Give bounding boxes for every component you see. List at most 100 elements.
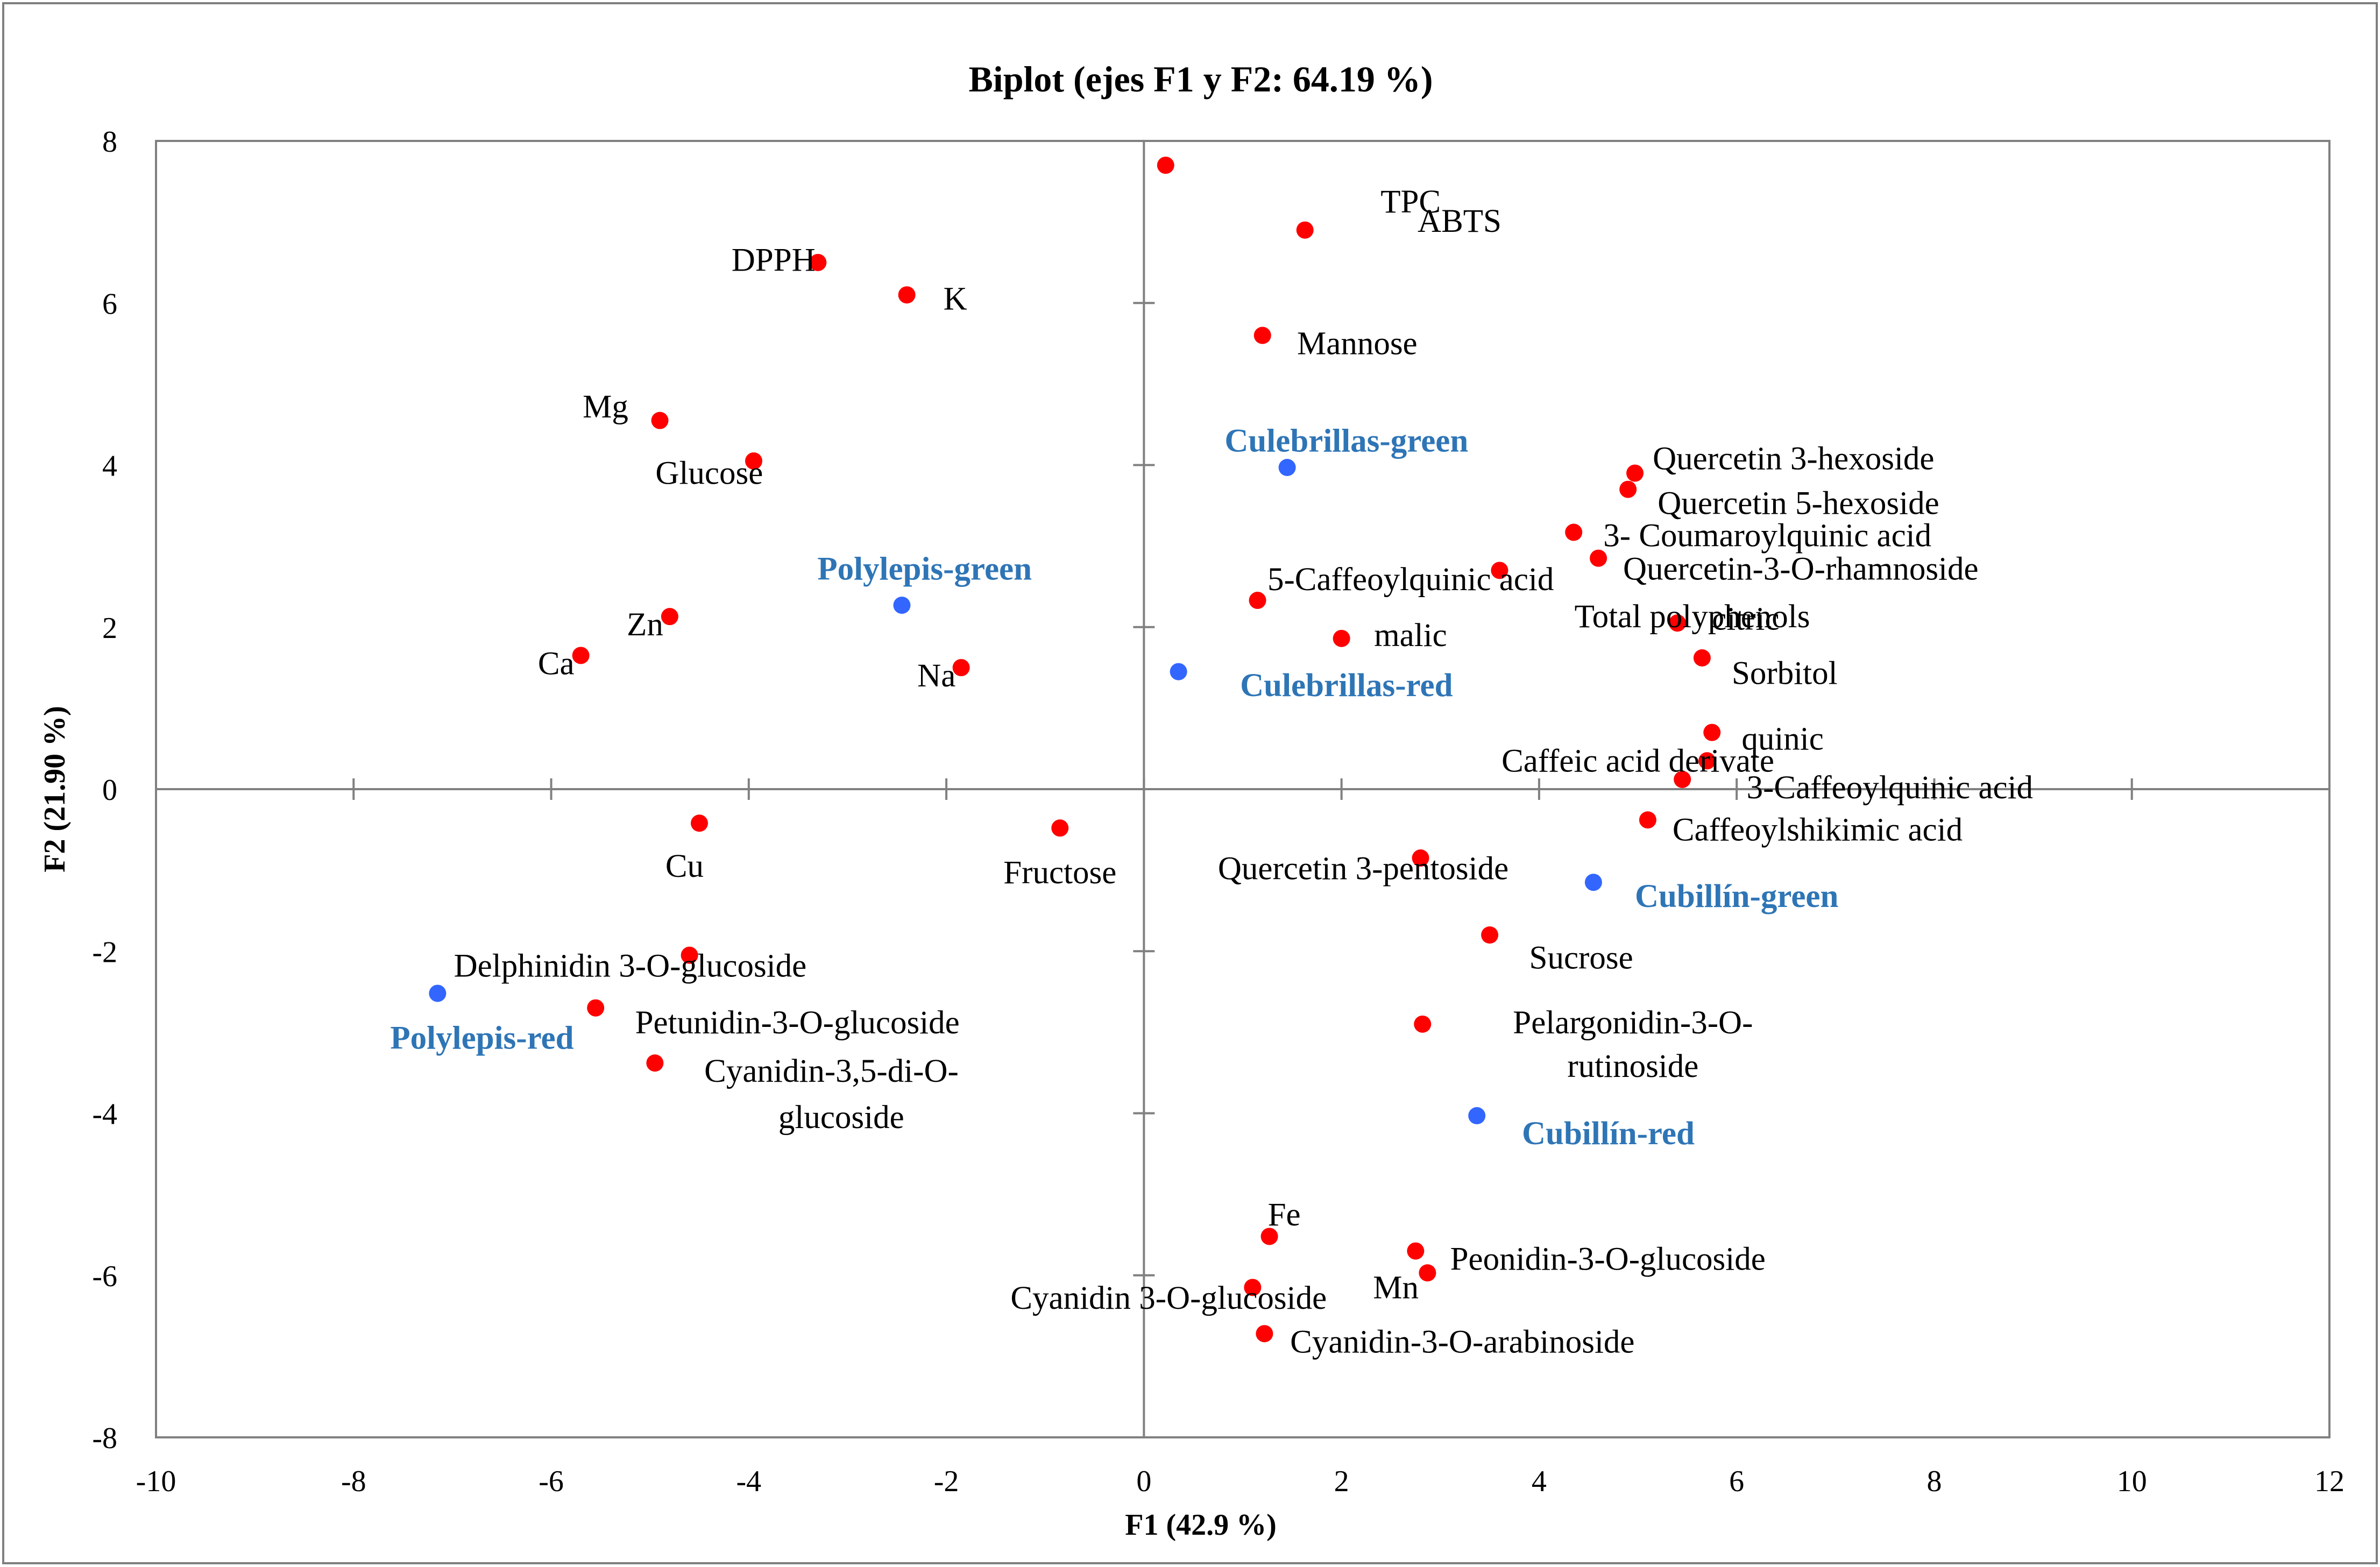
variable-point-delphinidin-3-o-glucoside: [681, 946, 698, 964]
x-axis-title: F1 (42.9 %): [1125, 1508, 1277, 1542]
point-label-cyanidin-3-o-glucoside: Cyanidin 3-O-glucoside: [1010, 1280, 1327, 1316]
point-label-cubillin-red: Cubillín-red: [1522, 1116, 1695, 1152]
point-label-quercetin-3-hexoside: Quercetin 3-hexoside: [1653, 441, 1934, 477]
variable-point-3-coumaroylquinic-acid: [1565, 523, 1583, 541]
y-tick-label: -6: [92, 1260, 117, 1293]
y-tick-label: 6: [102, 287, 117, 321]
point-label-5-caffeoylquinic-acid: 5-Caffeoylquinic acid: [1267, 562, 1554, 598]
point-label-pelargonidin-3-o-rutinoside-line-2: rutinoside: [1567, 1048, 1698, 1084]
point-label-citric: citric: [1712, 601, 1779, 637]
variable-point-quinic: [1703, 724, 1721, 741]
x-tick-label: 12: [2314, 1465, 2344, 1498]
point-label-cyanidin-3-5-di-o-glucoside-line-2: glucoside: [778, 1100, 904, 1136]
point-label-polylepis-red: Polylepis-red: [390, 1020, 573, 1056]
variable-point-malic: [1333, 629, 1350, 647]
observation-point-cubillin-green: [1584, 874, 1602, 891]
tick-labels: -10 -8 -6 -4 -2 0 2 4 6 8 10 12 -8 -6 -4 -2 0 2 4 6 8: [92, 125, 2344, 1498]
point-label-mannose: Mannose: [1297, 326, 1418, 362]
point-label-pelargonidin-3-o-rutinoside-line-1: Pelargonidin-3-O-: [1513, 1005, 1753, 1041]
x-tick-label: 0: [1136, 1465, 1151, 1498]
variable-point-mn: [1419, 1264, 1436, 1282]
x-tick-label: 2: [1334, 1465, 1349, 1498]
axes-layer: [155, 140, 2331, 1438]
variable-point-caffeic-acid-derivate: [1698, 752, 1716, 770]
variable-point-peonidin-3-o-glucoside: [1407, 1242, 1425, 1260]
point-label-culebrillas-green: Culebrillas-green: [1224, 423, 1468, 459]
chart-title: Biplot (ejes F1 y F2: 64.19 %): [968, 59, 1433, 100]
point-label-mg: Mg: [583, 389, 628, 425]
y-tick-label: -2: [92, 935, 117, 969]
variable-point-total-polyphenols: [1491, 562, 1508, 579]
x-tick-label: -4: [736, 1465, 761, 1498]
point-label-polylepis-green: Polylepis-green: [817, 551, 1032, 587]
observation-point-cubillin-red: [1468, 1107, 1486, 1125]
observation-point-culebrillas-red: [1170, 663, 1187, 680]
point-label-malic: malic: [1374, 618, 1447, 654]
point-label-na: Na: [917, 658, 955, 694]
x-tick-label: -6: [539, 1465, 564, 1498]
point-label-3-coumaroylquinic-acid: 3- Coumaroylquinic acid: [1603, 518, 1931, 554]
variable-point-quercetin-3-pentoside: [1412, 849, 1429, 867]
variable-point-ca: [572, 647, 590, 664]
variable-point-cu: [691, 814, 708, 832]
point-label-zn: Zn: [627, 607, 663, 643]
observation-point-polylepis-red: [429, 984, 447, 1002]
point-label-caffeoylshikimic-acid: Caffeoylshikimic acid: [1673, 812, 1963, 848]
variable-point-tpc: [1157, 157, 1174, 174]
point-label-abts: ABTS: [1418, 203, 1501, 239]
variable-point-sorbitol: [1693, 649, 1711, 666]
y-tick-label: -8: [92, 1422, 117, 1455]
y-tick-label: 2: [102, 612, 117, 645]
variable-point-mannose: [1253, 327, 1271, 344]
variable-point-5-caffeoylquinic-acid: [1249, 592, 1266, 609]
variable-point-citric: [1669, 614, 1686, 632]
point-label-sucrose: Sucrose: [1529, 940, 1633, 976]
variable-point-glucose: [745, 452, 762, 470]
x-tick-label: -8: [341, 1465, 366, 1498]
point-label-quercetin-3-pentoside: Quercetin 3-pentoside: [1218, 851, 1508, 887]
variable-point-fructose: [1051, 819, 1069, 837]
point-label-quercetin-3-o-rhamnoside: Quercetin-3-O-rhamnoside: [1623, 551, 1979, 587]
y-tick-label: -4: [92, 1098, 117, 1131]
variable-point-dpph: [809, 253, 827, 271]
point-label-quinic: quinic: [1741, 721, 1823, 757]
x-tick-label: -10: [136, 1465, 176, 1498]
point-label-cyanidin-3-5-di-o-glucoside-line-1: Cyanidin-3,5-di-O-: [704, 1053, 959, 1089]
x-tick-label: 8: [1926, 1465, 1942, 1498]
observation-point-culebrillas-green: [1278, 459, 1296, 477]
point-label-sorbitol: Sorbitol: [1732, 656, 1838, 692]
point-label-peonidin-3-o-glucoside: Peonidin-3-O-glucoside: [1450, 1242, 1766, 1278]
point-label-fe: Fe: [1268, 1197, 1301, 1233]
y-tick-label: 0: [102, 774, 117, 807]
variable-point-3-caffeoylquinic-acid: [1674, 770, 1691, 788]
point-label-mn: Mn: [1373, 1270, 1419, 1306]
point-label-petunidin-3-o-glucoside: Petunidin-3-O-glucoside: [635, 1005, 960, 1041]
x-tick-label: 6: [1729, 1465, 1744, 1498]
y-tick-label: 4: [102, 450, 117, 483]
point-label-ca: Ca: [538, 646, 575, 682]
point-label-cu: Cu: [665, 848, 704, 884]
point-label-fructose: Fructose: [1003, 855, 1116, 891]
point-label-total-polyphenols: Total polyphenols: [1575, 599, 1810, 635]
x-tick-label: 4: [1532, 1465, 1547, 1498]
point-label-glucose: Glucose: [655, 456, 763, 492]
y-axis-title: F2 (21.90 %): [38, 706, 72, 873]
x-tick-label: -2: [934, 1465, 959, 1498]
variable-point-na: [952, 659, 970, 677]
x-tick-label: 10: [2117, 1465, 2147, 1498]
y-tick-label: 8: [102, 125, 117, 159]
point-label-cubillin-green: Cubillín-green: [1635, 878, 1838, 914]
point-label-dpph: DPPH: [732, 242, 816, 278]
variable-point-petunidin-3-o-glucoside: [587, 999, 605, 1017]
variable-point-k: [898, 286, 916, 304]
point-label-cyanidin-3-o-arabinoside: Cyanidin-3-O-arabinoside: [1290, 1324, 1634, 1360]
variable-point-abts: [1296, 221, 1314, 239]
point-label-3-caffeoylquinic-acid: 3-Caffeoylquinic acid: [1747, 770, 2033, 806]
point-label-caffeic-acid-derivate: Caffeic acid derivate: [1501, 743, 1774, 779]
point-label-k: K: [944, 281, 967, 317]
variable-point-quercetin-5-hexoside: [1619, 480, 1637, 498]
point-label-quercetin-5-hexoside: Quercetin 5-hexoside: [1658, 485, 1939, 521]
